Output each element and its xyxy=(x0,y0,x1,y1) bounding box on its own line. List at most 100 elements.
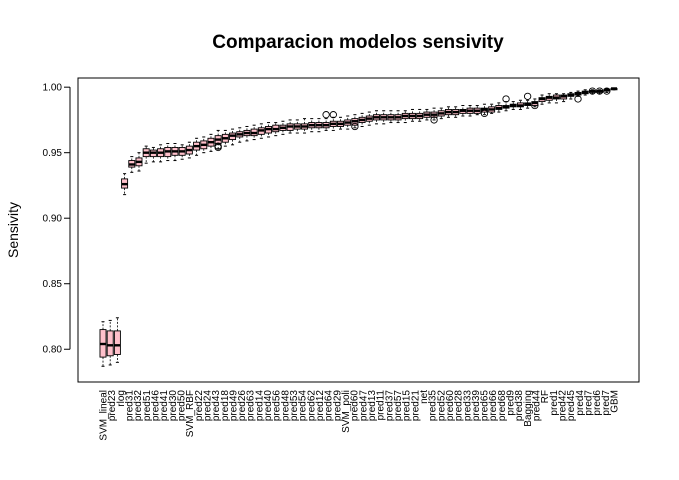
box-41 xyxy=(394,110,402,124)
box-71 xyxy=(610,87,618,91)
box-2 xyxy=(113,317,121,363)
box-28 xyxy=(301,118,308,134)
outlier-point xyxy=(480,109,489,118)
box-37 xyxy=(365,111,373,126)
box-63 xyxy=(552,93,560,104)
chart-title: Comparacion modelos sensivity xyxy=(212,32,504,53)
boxes-group xyxy=(99,87,618,367)
box-70 xyxy=(603,87,611,95)
x-tick-label: pred26 xyxy=(237,390,248,422)
x-tick-label: pred45 xyxy=(566,390,577,422)
box-13 xyxy=(193,137,201,156)
outlier-point xyxy=(502,95,510,103)
box-30 xyxy=(315,118,323,133)
x-tick-label: pred37 xyxy=(384,390,395,422)
outlier-point xyxy=(214,142,222,150)
box-69 xyxy=(595,87,604,95)
outlier-point xyxy=(588,87,597,95)
x-tick-label: pred68 xyxy=(497,390,508,422)
x-tick-label: Bagging xyxy=(523,390,534,427)
box-32 xyxy=(329,111,337,131)
outlier-point xyxy=(329,111,337,119)
box-66 xyxy=(574,90,582,103)
box-50 xyxy=(459,105,467,117)
box-31 xyxy=(322,111,330,131)
box-17 xyxy=(221,129,229,147)
box-45 xyxy=(423,108,431,121)
box-64 xyxy=(560,93,568,103)
y-tick-label: 0.90 xyxy=(43,214,63,225)
x-tick-label: pred46 xyxy=(151,390,162,422)
x-tick-label: pred51 xyxy=(142,390,153,422)
x-tick-label: pred52 xyxy=(436,390,447,422)
box-9 xyxy=(164,143,172,162)
outlier-point xyxy=(430,116,438,124)
box-51 xyxy=(466,105,474,117)
box-55 xyxy=(495,102,503,113)
box-38 xyxy=(373,110,380,125)
x-tick-label: pred9 xyxy=(506,390,517,416)
box-7 xyxy=(149,146,157,163)
box-62 xyxy=(545,93,553,104)
x-tick-label: pred50 xyxy=(176,390,187,422)
box-58 xyxy=(516,99,524,110)
x-tick-label: pred21 xyxy=(410,390,421,422)
outlier-point xyxy=(603,87,611,95)
box-59 xyxy=(523,92,532,109)
box-27 xyxy=(293,119,301,134)
x-tick-label: pred66 xyxy=(488,390,499,422)
x-tick-label: pred60 xyxy=(350,390,361,422)
box-21 xyxy=(250,124,258,141)
box-29 xyxy=(308,118,316,133)
x-tick-label: pred6 xyxy=(592,390,603,416)
x-tick-label: pred64 xyxy=(324,390,335,422)
box-26 xyxy=(286,119,294,134)
outlier-point xyxy=(595,87,604,95)
box-35 xyxy=(351,114,359,131)
box-61 xyxy=(538,94,546,105)
x-tick-label: pred35 xyxy=(428,390,439,422)
x-tick-label: pred56 xyxy=(272,390,283,422)
x-tick-label: pred54 xyxy=(298,390,309,422)
x-tick-label: SVM_poli xyxy=(341,390,352,433)
x-tick-label: pred63 xyxy=(246,390,257,422)
box-47 xyxy=(437,107,445,120)
box-20 xyxy=(243,125,251,142)
box-6 xyxy=(142,145,150,164)
box-52 xyxy=(473,105,481,116)
box-44 xyxy=(416,108,424,122)
x-tick-label: pred49 xyxy=(228,390,239,422)
x-tick-label: pred13 xyxy=(367,390,378,422)
box-48 xyxy=(444,106,452,118)
box-1 xyxy=(106,319,114,366)
x-tick-label: pred48 xyxy=(280,390,291,422)
x-tick-label: pred30 xyxy=(168,390,179,422)
box-15 xyxy=(207,133,215,152)
x-tick-label: pred14 xyxy=(254,390,265,422)
y-tick-label: 0.85 xyxy=(43,279,63,290)
x-tick-label: pred53 xyxy=(289,390,300,422)
box-53 xyxy=(480,103,489,118)
x-tick-label: pred31 xyxy=(125,390,136,422)
x-tick-label: pred1 xyxy=(549,390,560,416)
box-40 xyxy=(387,110,395,124)
x-tick-label: pred47 xyxy=(358,390,369,422)
box-60 xyxy=(531,98,539,110)
box-24 xyxy=(272,122,280,137)
x-tick-labels: SVM_linealpred23rlogpred31pred32pred51pr… xyxy=(99,390,621,441)
box-5 xyxy=(135,152,143,172)
box-67 xyxy=(581,89,589,96)
plot-frame xyxy=(77,77,640,383)
x-tick-label: pred15 xyxy=(402,390,413,422)
box-42 xyxy=(401,110,409,124)
x-tick-label: pred29 xyxy=(332,390,343,422)
x-tick-label: pred33 xyxy=(462,390,473,422)
x-tick-label: pred7 xyxy=(601,390,612,416)
box-36 xyxy=(358,112,366,127)
x-tick-label: pred43 xyxy=(211,390,222,422)
box-10 xyxy=(171,143,179,162)
box-19 xyxy=(236,127,244,143)
box-14 xyxy=(200,136,208,154)
x-tick-label: rlog xyxy=(116,390,127,407)
